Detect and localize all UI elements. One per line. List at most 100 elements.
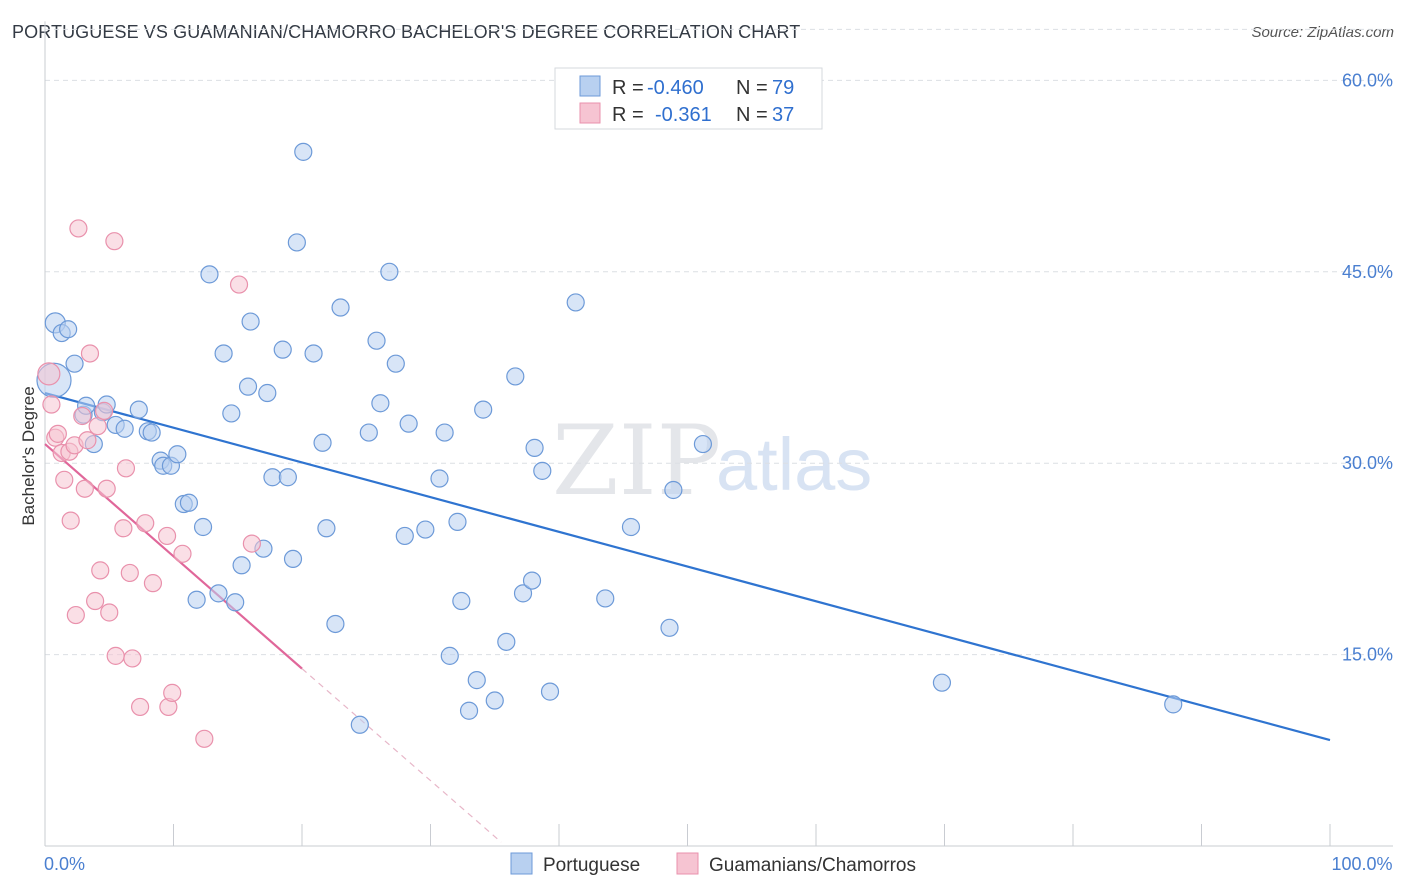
guamanian-point — [66, 605, 85, 625]
portuguese-point — [65, 354, 84, 373]
portuguese-point — [416, 520, 435, 539]
portuguese-point — [485, 691, 504, 710]
portuguese-point — [693, 434, 713, 454]
portuguese-point — [596, 589, 615, 608]
legend-swatch-guamanian — [579, 102, 601, 124]
bottom-legend-guamanian: Guamanians/Chamorros — [709, 855, 916, 876]
portuguese-point — [226, 593, 245, 612]
legend-n-value-1: 79 — [772, 77, 794, 99]
guamanian-point — [143, 574, 163, 593]
portuguese-points — [36, 142, 1183, 734]
portuguese-point — [359, 423, 378, 442]
portuguese-point — [214, 344, 233, 363]
guamanian-points — [37, 219, 261, 748]
guamanian-point — [37, 362, 61, 386]
portuguese-point — [287, 233, 306, 252]
portuguese-point — [435, 423, 454, 442]
portuguese-point — [474, 400, 493, 419]
portuguese-point — [209, 584, 228, 603]
portuguese-point — [238, 377, 258, 396]
axis-layer: 15.0% 30.0% 45.0% 60.0% 0.0% 100.0% — [44, 21, 1393, 874]
bottom-legend-portuguese: Portuguese — [543, 855, 640, 876]
portuguese-point — [395, 526, 414, 546]
portuguese-point — [187, 590, 206, 609]
portuguese-point — [129, 400, 148, 419]
portuguese-point — [241, 312, 260, 331]
portuguese-point — [467, 671, 486, 690]
guamanian-point — [123, 649, 142, 668]
portuguese-point — [522, 571, 542, 590]
legend-n-value-2: 37 — [772, 104, 794, 126]
guamanian-point — [91, 561, 110, 580]
y-tick-label: 15.0% — [1342, 645, 1393, 665]
legend-swatch-portuguese — [579, 75, 601, 97]
guamanian-point — [120, 563, 139, 583]
y-axis-label: Bachelor's Degree — [19, 386, 38, 525]
x-tick-label: 0.0% — [44, 854, 85, 874]
y-tick-label: 45.0% — [1342, 262, 1393, 282]
portuguese-point — [263, 468, 282, 487]
portuguese-point — [232, 556, 251, 575]
source-label: Source: ZipAtlas.com — [1251, 24, 1394, 41]
guamanian-point — [88, 417, 107, 436]
portuguese-trend-line — [44, 391, 1331, 742]
guamanian-point — [242, 534, 261, 553]
guamanian-point — [195, 729, 214, 748]
bottom-swatch-guamanian — [676, 852, 699, 875]
portuguese-point — [399, 414, 418, 433]
legend-r-label-2: R = — [612, 104, 644, 126]
bottom-swatch-portuguese — [510, 852, 533, 875]
guamanian-point — [73, 406, 92, 426]
guamanian-point — [229, 275, 249, 294]
guamanian-point — [97, 479, 116, 498]
portuguese-point — [367, 331, 386, 350]
portuguese-point — [317, 519, 336, 538]
portuguese-point — [525, 438, 544, 457]
portuguese-point — [168, 445, 187, 464]
portuguese-point — [452, 591, 471, 611]
guamanian-point — [163, 683, 182, 702]
guamanian-point — [106, 646, 125, 665]
legend-r-value-1: -0.460 — [647, 77, 704, 99]
guamanian-point — [157, 526, 177, 546]
guamanian-point — [116, 459, 136, 478]
portuguese-point — [459, 701, 479, 720]
guamanian-point — [136, 514, 155, 533]
guamanian-point — [55, 470, 74, 489]
portuguese-point — [313, 433, 332, 452]
portuguese-point — [621, 517, 641, 537]
portuguese-point — [533, 461, 552, 480]
portuguese-point — [331, 298, 350, 317]
guamanian-point — [130, 697, 150, 717]
guamanian-point — [42, 395, 61, 414]
portuguese-point — [294, 142, 313, 161]
watermark-zip: ZIP — [552, 405, 721, 517]
chart-title: PORTUGUESE VS GUAMANIAN/CHAMORRO BACHELO… — [12, 22, 801, 42]
portuguese-point — [660, 618, 679, 637]
guamanian-point — [61, 511, 80, 530]
y-tick-label: 60.0% — [1342, 70, 1393, 90]
portuguese-point — [258, 383, 277, 403]
guamanian-point — [69, 219, 88, 238]
legend-n-label-2: N = — [736, 104, 768, 126]
portuguese-point — [506, 367, 525, 386]
portuguese-point — [448, 512, 467, 531]
portuguese-point — [513, 584, 533, 603]
portuguese-point — [430, 469, 449, 488]
portuguese-point — [1164, 695, 1183, 714]
portuguese-point — [200, 265, 219, 284]
guamanian-point — [78, 431, 97, 450]
guamanian-point — [48, 424, 67, 443]
portuguese-point — [142, 423, 161, 442]
portuguese-point — [497, 632, 516, 651]
portuguese-point — [283, 549, 303, 569]
legend-r-value-2: -0.361 — [655, 104, 712, 126]
portuguese-point — [273, 340, 292, 359]
portuguese-point — [664, 480, 683, 500]
guamanian-point — [100, 603, 119, 622]
portuguese-point — [440, 646, 459, 665]
y-tick-label: 30.0% — [1342, 453, 1393, 473]
guamanian-point — [114, 519, 133, 538]
portuguese-point — [566, 293, 585, 312]
stats-legend: R = -0.460 N = 79 R = -0.361 N = 37 — [554, 67, 823, 130]
